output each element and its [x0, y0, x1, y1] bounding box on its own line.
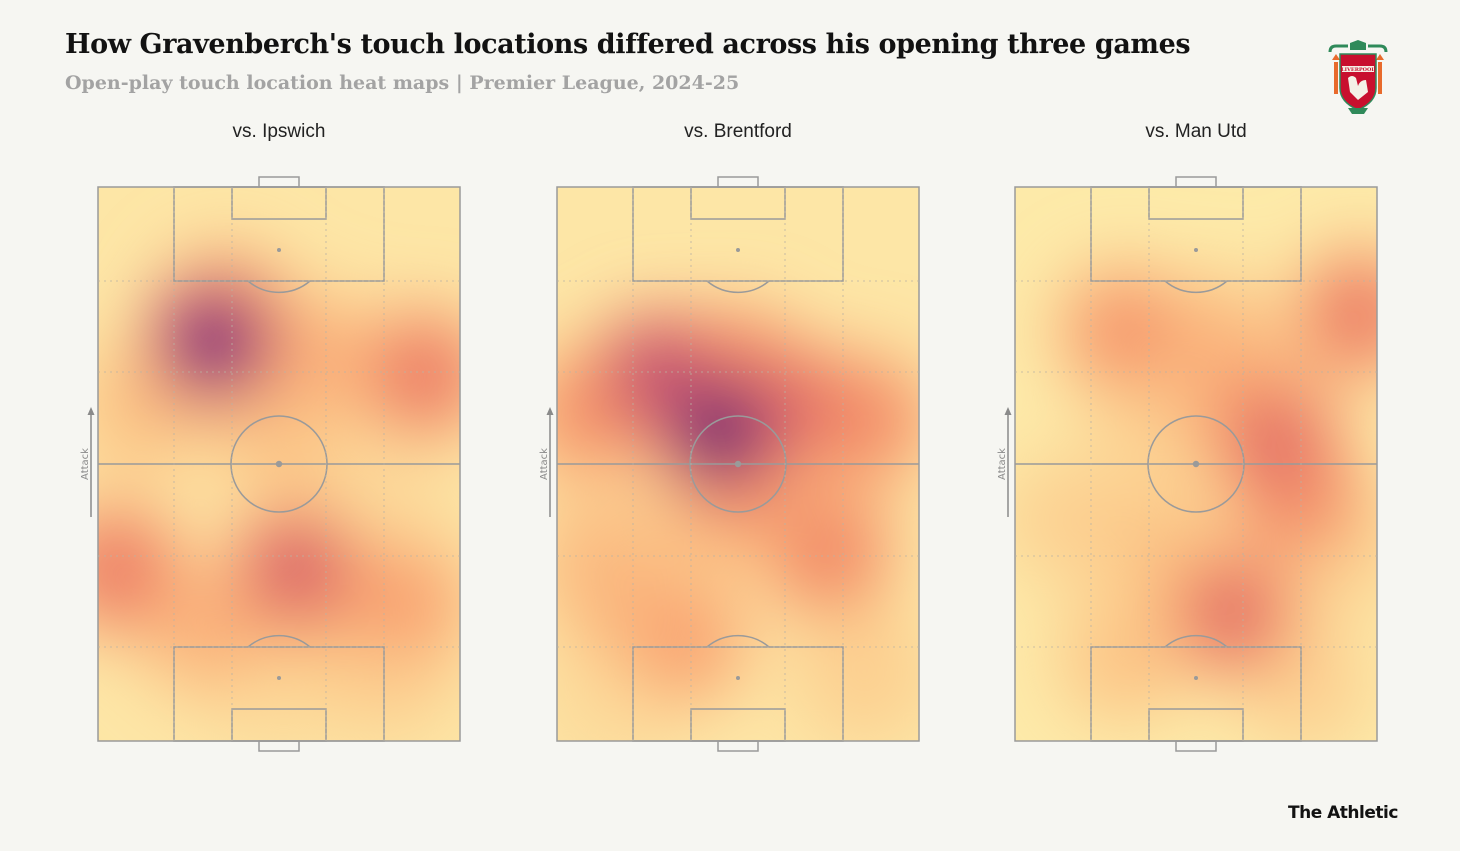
heat-hotspot [380, 577, 431, 628]
heat-hotspot [1333, 289, 1377, 340]
penalty-arc-bottom [1164, 634, 1228, 648]
heat-layer [557, 187, 919, 741]
heat-hotspot [694, 405, 745, 456]
center-spot [275, 460, 283, 468]
heat-hotspot [803, 527, 854, 578]
attack-arrow-icon [87, 407, 95, 517]
svg-text:LIVERPOOL: LIVERPOOL [1341, 67, 1375, 73]
panel-title: vs. Ipswich [233, 121, 326, 142]
goal-top [258, 176, 300, 188]
center-circle [230, 415, 328, 513]
attack-label: Attack [539, 448, 550, 480]
heat-hotspot [272, 544, 323, 595]
penalty-arc-bottom [247, 634, 311, 648]
penalty-spot-top [277, 248, 281, 252]
the-athletic-logo: The Athletic [1288, 803, 1398, 823]
heat-hotspot [658, 616, 709, 667]
heat-hotspot [1044, 494, 1095, 545]
heat-layer [1015, 187, 1377, 741]
heat-hotspot [1207, 588, 1258, 639]
goal-top [717, 176, 759, 188]
heat-hotspot [398, 350, 449, 401]
pitch-markings [1014, 176, 1378, 752]
heat-hotspot [1250, 416, 1301, 467]
panel-title: vs. Brentford [684, 121, 792, 142]
goal-bottom [717, 740, 759, 752]
heat-layer [98, 187, 460, 741]
goal-top [1175, 176, 1217, 188]
heat-hotspot [290, 333, 341, 384]
attack-label: Attack [80, 448, 91, 480]
center-spot [1192, 460, 1200, 468]
attack-arrow-icon [1004, 407, 1012, 517]
heat-hotspot [1279, 660, 1330, 711]
heat-hotspot [1098, 632, 1149, 683]
penalty-spot-bottom [736, 676, 740, 680]
penalty-arc-bottom [706, 634, 770, 648]
attack-label: Attack [997, 448, 1008, 480]
heat-hotspot [188, 317, 239, 368]
chart-title: How Gravenberch's touch locations differ… [65, 29, 1191, 60]
center-spot [734, 460, 742, 468]
heat-hotspot [1134, 522, 1185, 573]
heat-hotspot [98, 544, 142, 595]
attack-arrow-icon [546, 407, 554, 517]
penalty-arc-top [1164, 280, 1228, 294]
heat-hotspot [181, 605, 232, 656]
center-circle [1147, 415, 1245, 513]
penalty-spot-top [1194, 248, 1198, 252]
liverpool-crest-icon: LIVERPOOL [1326, 40, 1390, 121]
heatmap-panel-2: vs. Brentford Attack [539, 121, 920, 752]
heatmap-panel-1: vs. Ipswich Attack [80, 121, 461, 752]
chart-subtitle: Open-play touch location heat maps | Pre… [65, 72, 740, 94]
heat-hotspot [1098, 306, 1149, 357]
goal-bottom [258, 740, 300, 752]
heatmap-panel-3: vs. Man Utd Attack [997, 121, 1378, 752]
panel-title: vs. Man Utd [1145, 121, 1246, 142]
penalty-arc-top [706, 280, 770, 294]
penalty-arc-top [247, 280, 311, 294]
heat-hotspot [344, 483, 395, 534]
center-circle [689, 415, 787, 513]
penalty-spot-bottom [277, 676, 281, 680]
penalty-spot-top [736, 248, 740, 252]
heat-hotspot [116, 383, 167, 434]
goal-bottom [1175, 740, 1217, 752]
heat-hotspot [839, 649, 890, 700]
penalty-spot-bottom [1194, 676, 1198, 680]
